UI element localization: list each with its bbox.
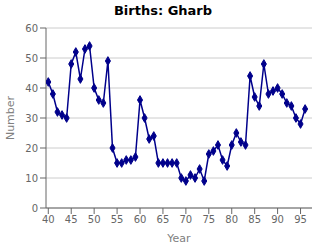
svg-text:75: 75	[202, 214, 215, 225]
svg-text:40: 40	[42, 214, 55, 225]
svg-text:60: 60	[25, 23, 38, 34]
svg-text:45: 45	[65, 214, 78, 225]
svg-text:55: 55	[111, 214, 124, 225]
svg-text:30: 30	[25, 113, 38, 124]
svg-text:60: 60	[134, 214, 147, 225]
svg-text:50: 50	[88, 214, 101, 225]
svg-text:80: 80	[225, 214, 238, 225]
svg-text:85: 85	[248, 214, 261, 225]
html-text:Births: Gharb: Births: Gharb	[113, 3, 213, 18]
svg-text:70: 70	[180, 214, 193, 225]
svg-text:40: 40	[25, 83, 38, 94]
svg-text:20: 20	[25, 143, 38, 154]
svg-text:50: 50	[25, 53, 38, 64]
svg-text:10: 10	[25, 173, 38, 184]
svg-text:65: 65	[157, 214, 170, 225]
svg-text:90: 90	[271, 214, 284, 225]
svg-text:Year: Year	[166, 232, 191, 245]
svg-text:95: 95	[294, 214, 307, 225]
svg-text:0: 0	[32, 203, 38, 214]
svg-text:Number: Number	[8, 95, 17, 140]
